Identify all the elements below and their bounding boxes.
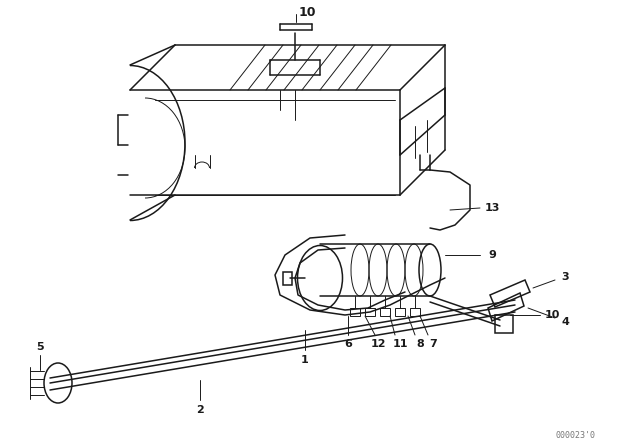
Bar xyxy=(350,308,360,316)
Text: 5: 5 xyxy=(36,342,44,352)
Text: 12: 12 xyxy=(371,339,386,349)
Bar xyxy=(365,308,375,316)
Text: 11: 11 xyxy=(392,339,408,349)
Text: 2: 2 xyxy=(196,405,204,415)
Text: 4: 4 xyxy=(561,317,569,327)
Bar xyxy=(283,272,292,285)
Text: 10: 10 xyxy=(298,5,316,18)
Text: 8: 8 xyxy=(416,339,424,349)
Bar xyxy=(395,308,405,316)
Bar xyxy=(380,308,390,316)
Text: 6: 6 xyxy=(344,339,352,349)
Text: 3: 3 xyxy=(561,272,569,282)
Text: 13: 13 xyxy=(484,203,500,213)
Bar xyxy=(495,315,513,333)
Text: 7: 7 xyxy=(429,339,437,349)
Text: 1: 1 xyxy=(301,355,309,365)
Text: 10: 10 xyxy=(544,310,560,320)
Text: 000023'0: 000023'0 xyxy=(555,431,595,439)
Bar xyxy=(410,308,420,316)
Text: 9: 9 xyxy=(488,250,496,260)
